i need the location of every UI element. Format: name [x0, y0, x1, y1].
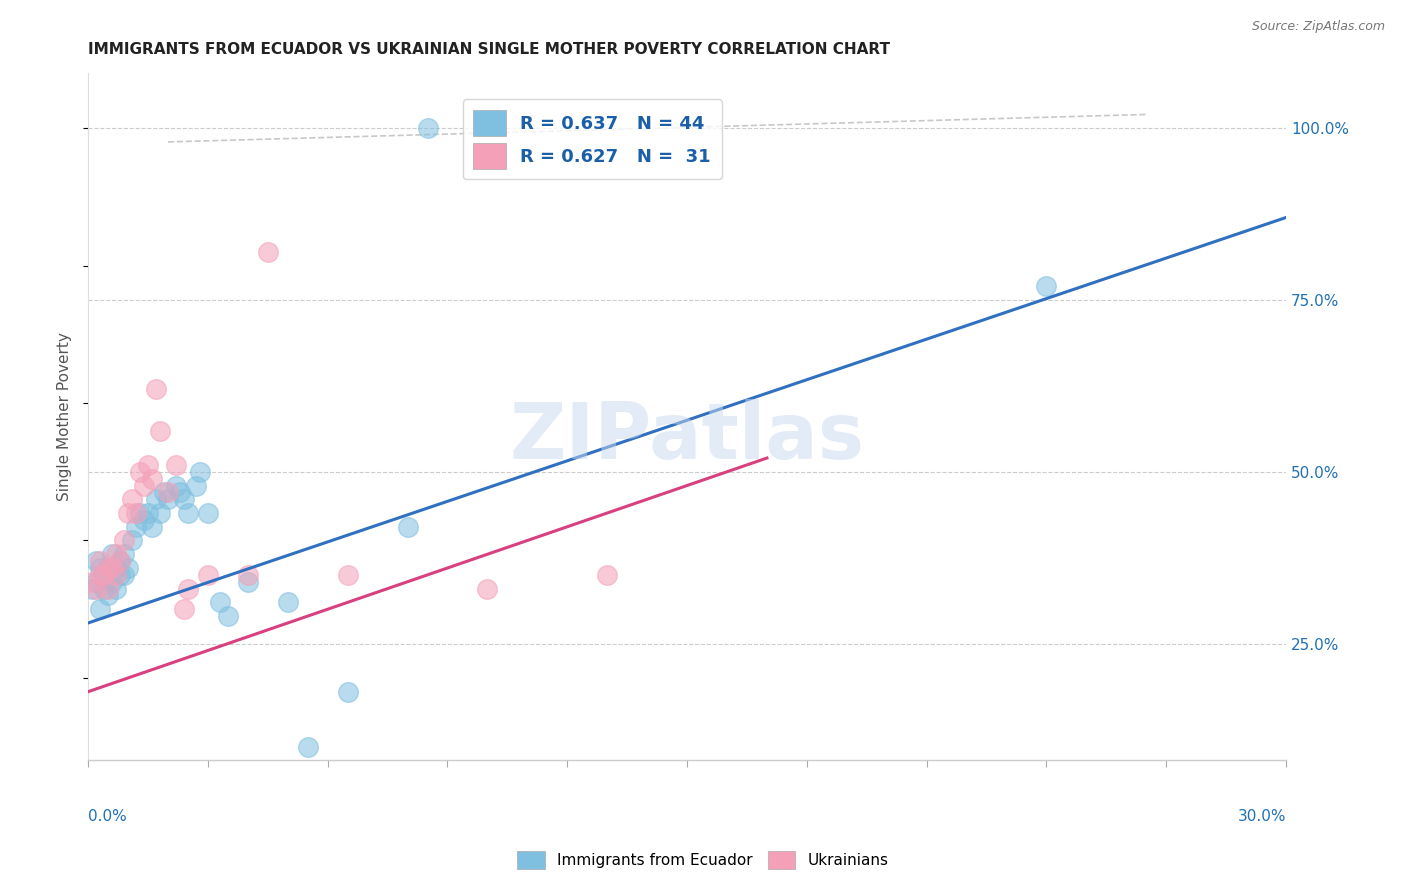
Point	[105, 561, 128, 575]
Point	[105, 567, 128, 582]
Point	[177, 582, 200, 596]
Point	[153, 485, 176, 500]
Point	[256, 244, 278, 259]
Point	[197, 506, 219, 520]
Point	[89, 561, 111, 575]
Point	[129, 506, 152, 520]
Point	[217, 609, 239, 624]
Point	[165, 478, 187, 492]
Point	[149, 424, 172, 438]
Point	[89, 567, 111, 582]
Point	[416, 121, 439, 136]
Point	[108, 567, 131, 582]
Point	[236, 574, 259, 589]
Point	[125, 520, 148, 534]
Text: 30.0%: 30.0%	[1237, 808, 1286, 823]
Point	[297, 739, 319, 754]
Point	[105, 582, 128, 596]
Point	[82, 574, 104, 589]
Point	[156, 492, 179, 507]
Point	[101, 561, 124, 575]
Point	[97, 582, 120, 596]
Point	[596, 567, 619, 582]
Point	[208, 595, 231, 609]
Point	[156, 485, 179, 500]
Text: ZIPatlas: ZIPatlas	[509, 400, 865, 475]
Point	[93, 567, 115, 582]
Point	[93, 582, 115, 596]
Point	[169, 485, 191, 500]
Point	[105, 547, 128, 561]
Point	[112, 547, 135, 561]
Point	[89, 554, 111, 568]
Point	[173, 492, 195, 507]
Point	[125, 506, 148, 520]
Point	[145, 382, 167, 396]
Point	[101, 547, 124, 561]
Point	[396, 520, 419, 534]
Point	[89, 602, 111, 616]
Point	[1035, 279, 1057, 293]
Point	[97, 589, 120, 603]
Point	[108, 554, 131, 568]
Point	[112, 567, 135, 582]
Point	[477, 582, 499, 596]
Point	[136, 458, 159, 472]
Point	[97, 561, 120, 575]
Point	[132, 478, 155, 492]
Point	[84, 554, 107, 568]
Point	[84, 574, 107, 589]
Point	[145, 492, 167, 507]
Point	[141, 472, 163, 486]
Point	[336, 567, 359, 582]
Point	[121, 492, 143, 507]
Point	[149, 506, 172, 520]
Point	[84, 582, 107, 596]
Point	[108, 554, 131, 568]
Point	[117, 506, 139, 520]
Point	[93, 567, 115, 582]
Point	[132, 513, 155, 527]
Y-axis label: Single Mother Poverty: Single Mother Poverty	[58, 333, 72, 501]
Point	[136, 506, 159, 520]
Point	[336, 684, 359, 698]
Text: 0.0%: 0.0%	[89, 808, 127, 823]
Text: IMMIGRANTS FROM ECUADOR VS UKRAINIAN SINGLE MOTHER POVERTY CORRELATION CHART: IMMIGRANTS FROM ECUADOR VS UKRAINIAN SIN…	[89, 42, 890, 57]
Point	[117, 561, 139, 575]
Point	[177, 506, 200, 520]
Point	[188, 465, 211, 479]
Point	[82, 582, 104, 596]
Point	[197, 567, 219, 582]
Legend: Immigrants from Ecuador, Ukrainians: Immigrants from Ecuador, Ukrainians	[512, 845, 894, 875]
Point	[121, 533, 143, 548]
Point	[173, 602, 195, 616]
Point	[184, 478, 207, 492]
Point	[129, 465, 152, 479]
Point	[112, 533, 135, 548]
Legend: R = 0.637   N = 44, R = 0.627   N =  31: R = 0.637 N = 44, R = 0.627 N = 31	[463, 99, 721, 179]
Point	[101, 574, 124, 589]
Point	[236, 567, 259, 582]
Point	[277, 595, 299, 609]
Point	[97, 561, 120, 575]
Text: Source: ZipAtlas.com: Source: ZipAtlas.com	[1251, 20, 1385, 33]
Point	[141, 520, 163, 534]
Point	[165, 458, 187, 472]
